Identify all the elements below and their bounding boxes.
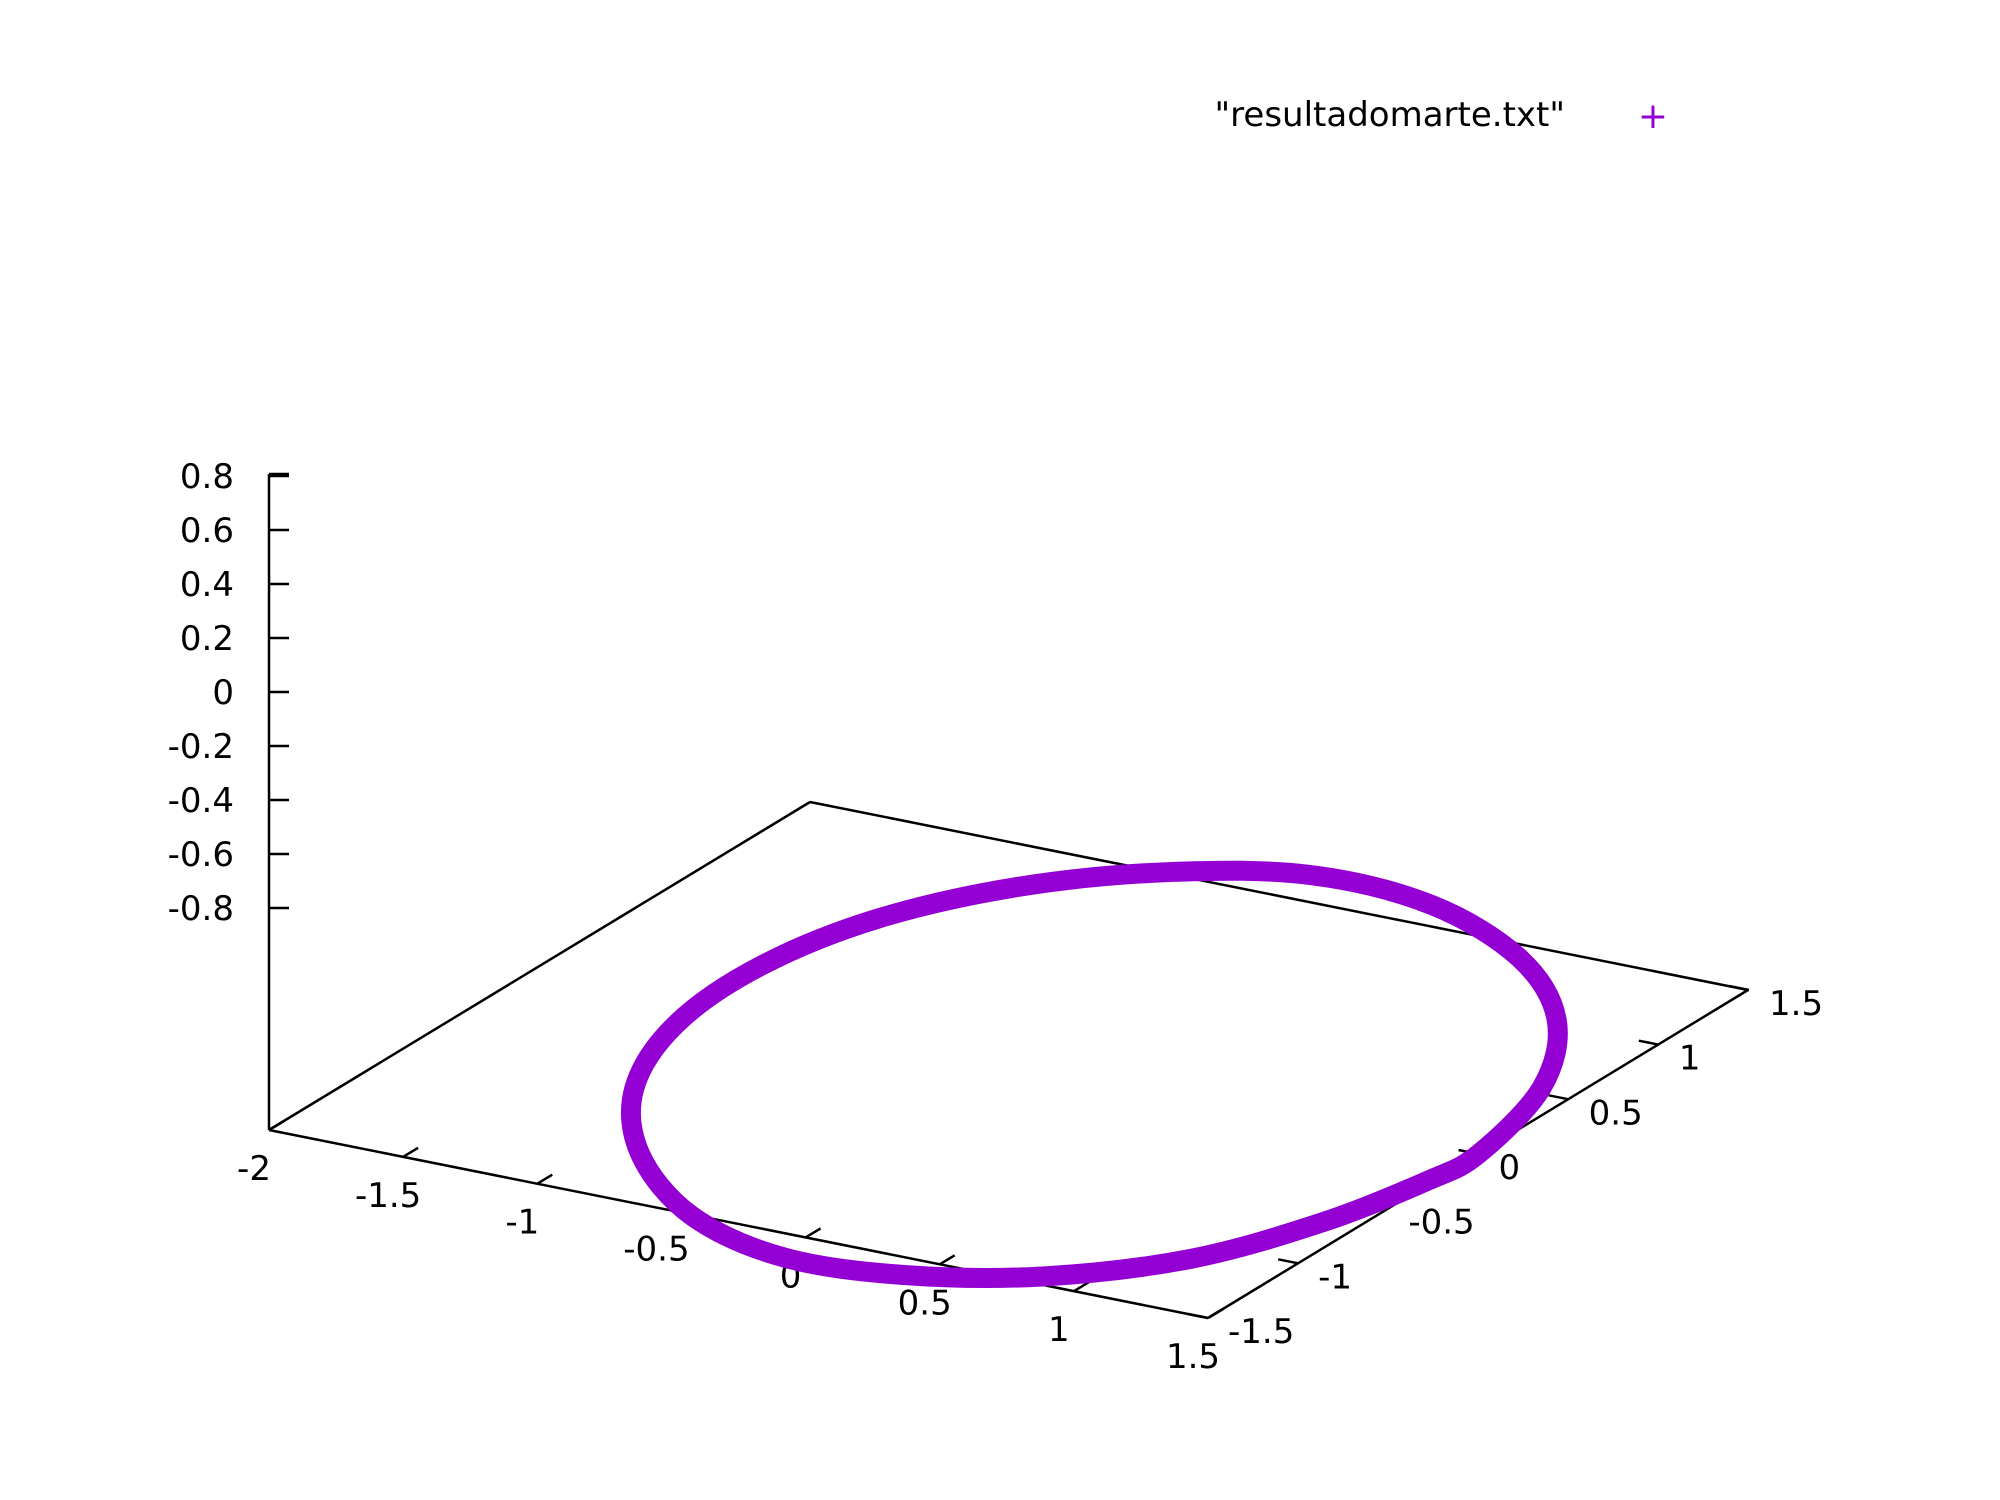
y-axis-ticks: -1.5 -1 -0.5 0 0.5 1 1.5 [1187,984,1823,1352]
x-tick-mark [268,1119,285,1132]
z-tick-label: 0 [212,673,234,713]
x-tick-label: -2 [237,1149,271,1189]
y-tick-mark [1638,1039,1660,1046]
data-point-marker: + [1312,1206,1335,1239]
x-axis-ticks: -2-1.5-1-0.500.511.5 [237,1119,1224,1377]
y-tick-label: 1 [1679,1039,1701,1079]
z-tick-label: -0.4 [168,781,234,821]
data-point-marker: + [1467,1138,1490,1171]
x-tick-label: 1.5 [1166,1337,1220,1377]
data-point-marker: + [1415,1165,1438,1198]
y-axis-left-line [268,800,811,1132]
x-axis-front-line [268,1128,1209,1320]
data-point-marker: + [1530,1072,1553,1105]
series-curve: + + + + + + + + + + + + + + + + + + + + [620,856,1568,1293]
y-tick-label: -1 [1318,1257,1352,1297]
legend-marker-plus: + [1638,96,1668,137]
x-tick-mark [804,1227,822,1239]
data-point-marker: + [628,1138,651,1171]
x-tick-label: -0.5 [623,1230,689,1270]
data-point-marker: + [1180,1243,1203,1276]
x-tick-label: -1.5 [355,1176,421,1216]
z-tick-label: -0.2 [168,727,234,767]
data-point-marker: + [1420,889,1443,922]
data-point-marker: + [892,1259,915,1292]
z-tick-label: 0.4 [180,565,234,605]
z-tick-label: 0.6 [180,511,234,551]
y-tick-mark [1277,1258,1299,1265]
y-tick-label: -0.5 [1408,1203,1474,1243]
legend: "resultadomarte.txt" + [1215,95,1669,137]
data-point-marker: + [623,1072,646,1105]
x-tick-mark [1207,1307,1224,1320]
y-tick-mark [1728,984,1750,992]
series-ring [620,860,1568,1288]
x-axis-back-line [809,800,1749,992]
z-tick-label: -0.6 [168,835,234,875]
x-tick-mark [402,1146,419,1158]
x-tick-mark [939,1254,956,1266]
data-point-marker: + [680,1200,703,1233]
y-tick-mark [1187,1312,1209,1320]
x-tick-mark [536,1173,553,1185]
data-point-marker: + [1508,942,1531,975]
x-tick-label: 1 [1048,1310,1070,1350]
y-tick-label: 0 [1499,1148,1521,1188]
y-tick-label: -1.5 [1228,1312,1294,1352]
legend-label: "resultadomarte.txt" [1215,95,1565,135]
z-axis-ticks: 0.8 0.6 0.4 0.2 0 -0.2 -0.4 -0.6 -0.8 [168,457,289,929]
data-point-marker: + [750,949,773,982]
data-point-marker: + [1545,1004,1568,1037]
x-tick-label: 0.5 [898,1283,952,1323]
data-point-marker: + [867,902,890,935]
x-tick-label: -1 [505,1203,539,1243]
z-tick-label: 0.8 [180,457,234,497]
y-tick-mark [1548,1094,1569,1101]
data-point-marker: + [1299,859,1322,892]
z-tick-label: -0.8 [168,889,234,929]
data-point-marker: + [1033,1260,1056,1293]
data-point-marker: + [665,1007,688,1040]
y-tick-label: 0.5 [1589,1093,1643,1133]
y-tick-label: 1.5 [1769,984,1823,1024]
z-tick-label: 0.2 [180,619,234,659]
data-point-marker: + [772,1241,795,1274]
data-point-marker: + [1157,856,1180,889]
x-tick-mark [1073,1281,1090,1293]
data-point-marker: + [1009,871,1032,904]
